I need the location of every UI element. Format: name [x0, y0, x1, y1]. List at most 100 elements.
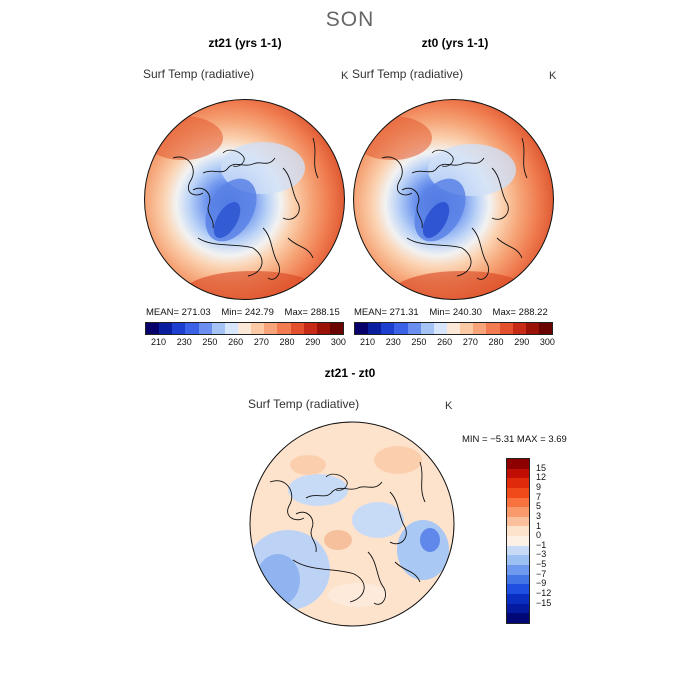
diff-colorbar-label: −5 — [536, 559, 547, 570]
diff-panel-variable-label: Surf Temp (radiative) — [248, 397, 360, 411]
diff-colorbar-swatch — [507, 603, 529, 614]
colorbar-tick-label: 290 — [514, 337, 530, 347]
colorbar-swatch — [512, 323, 526, 334]
panel-1-map-svg — [144, 99, 345, 300]
colorbar-swatch — [381, 323, 395, 334]
diff-colorbar-label: 9 — [536, 481, 542, 492]
panel-2-title: zt0 (yrs 1-1) — [421, 36, 489, 50]
panel-1-polar-map — [143, 98, 346, 301]
colorbar-tick-label: 250 — [411, 337, 427, 347]
diff-colorbar-swatch — [507, 545, 529, 556]
diff-colorbar-swatch — [507, 459, 529, 469]
colorbar-swatch — [446, 323, 461, 334]
colorbar-swatch — [525, 323, 539, 334]
colorbar-swatch — [237, 323, 252, 334]
diff-colorbar-label: 1 — [536, 520, 542, 531]
panel-2-variable-label: Surf Temp (radiative) — [352, 67, 464, 81]
diff-colorbar-swatch — [507, 593, 529, 604]
colorbar-swatch — [473, 323, 487, 334]
diff-colorbar-label: 0 — [536, 530, 542, 541]
colorbar-tick-label: 290 — [305, 337, 321, 347]
colorbar-swatch — [159, 323, 173, 334]
diff-colorbar-label: −1 — [536, 539, 547, 550]
panel-2-map-svg — [353, 99, 554, 300]
colorbar-tick-label: 230 — [176, 337, 192, 347]
panel-2-polar-map — [352, 98, 555, 301]
panel-2-min: Min= 240.30 — [429, 307, 482, 318]
diff-colorbar-label: −15 — [536, 597, 552, 608]
colorbar-swatch — [146, 323, 160, 334]
panel-1-colorbar: 210 230 250 260 270 280 290 300 — [145, 322, 346, 347]
diff-colorbar: 15 12 9 7 5 3 1 0 −1 −3 −5 −7 −9 −12 −15 — [506, 458, 586, 626]
diff-colorbar-swatch — [507, 613, 529, 623]
diff-colorbar-swatch — [507, 487, 529, 498]
colorbar-swatch — [368, 323, 382, 334]
diff-colorbar-labels: 15 12 9 7 5 3 1 0 −1 −3 −5 −7 −9 −12 −15 — [536, 458, 586, 622]
diff-panel-polar-map — [248, 420, 456, 628]
colorbar-tick-label: 260 — [228, 337, 244, 347]
panel-2-colorbar-bar — [354, 322, 553, 335]
colorbar-tick-label: 300 — [330, 337, 346, 347]
diff-panel-min-max: MIN = −5.31 MAX = 3.69 — [462, 434, 567, 445]
panel-2-unit-label: K — [549, 70, 557, 82]
panel-1-mean: MEAN= 271.03 — [146, 307, 211, 318]
colorbar-swatch — [290, 323, 304, 334]
diff-colorbar-swatch — [507, 468, 529, 479]
diff-colorbar-swatch — [507, 507, 529, 517]
panel-2-mean: MEAN= 271.31 — [354, 307, 419, 318]
colorbar-swatch — [172, 323, 186, 334]
colorbar-tick-label: 260 — [437, 337, 453, 347]
colorbar-swatch — [499, 323, 513, 334]
panel-2-colorbar: 210 230 250 260 270 280 290 300 — [354, 322, 555, 347]
colorbar-tick-label: 280 — [488, 337, 504, 347]
diff-colorbar-swatch — [507, 478, 529, 488]
diff-colorbar-label: 7 — [536, 491, 542, 502]
colorbar-tick-label: 250 — [202, 337, 218, 347]
colorbar-swatch — [329, 323, 344, 334]
diff-colorbar-label: −3 — [536, 549, 547, 560]
panel-1-max: Max= 288.15 — [284, 307, 340, 318]
colorbar-swatch — [316, 323, 330, 334]
diff-colorbar-bar — [506, 458, 530, 624]
season-title: SON — [325, 8, 375, 31]
colorbar-swatch — [211, 323, 225, 334]
diff-colorbar-swatch — [507, 526, 529, 537]
diff-colorbar-swatch — [507, 565, 529, 575]
panel-2-colorbar-ticks: 210 230 250 260 270 280 290 300 — [354, 337, 555, 347]
colorbar-swatch — [303, 323, 317, 334]
diff-colorbar-swatch — [507, 584, 529, 594]
colorbar-swatch — [538, 323, 553, 334]
panel-1-unit-label: K — [341, 70, 349, 82]
colorbar-tick-label: 230 — [385, 337, 401, 347]
diff-colorbar-label: −12 — [536, 588, 552, 599]
colorbar-swatch — [264, 323, 278, 334]
diff-colorbar-label: 3 — [536, 510, 542, 521]
colorbar-swatch — [224, 323, 238, 334]
colorbar-swatch — [251, 323, 265, 334]
panel-1-min: Min= 242.79 — [221, 307, 274, 318]
colorbar-swatch — [198, 323, 212, 334]
diff-panel-unit-label: K — [445, 400, 453, 412]
colorbar-swatch — [407, 323, 421, 334]
colorbar-tick-label: 210 — [360, 337, 376, 347]
diff-colorbar-swatch — [507, 555, 529, 566]
diff-colorbar-label: 5 — [536, 501, 542, 512]
diff-colorbar-label: −9 — [536, 578, 547, 589]
colorbar-swatch — [394, 323, 408, 334]
colorbar-tick-label: 300 — [539, 337, 555, 347]
colorbar-swatch — [355, 323, 369, 334]
colorbar-tick-label: 270 — [253, 337, 269, 347]
diff-colorbar-label: 12 — [536, 472, 547, 483]
colorbar-swatch — [486, 323, 500, 334]
diff-colorbar-label: −7 — [536, 568, 547, 579]
colorbar-tick-label: 210 — [151, 337, 167, 347]
colorbar-swatch — [277, 323, 291, 334]
panel-1-variable-label: Surf Temp (radiative) — [143, 67, 255, 81]
panel-2-stats: MEAN= 271.31 Min= 240.30 Max= 288.22 — [354, 307, 556, 318]
panel-1-title: zt21 (yrs 1-1) — [208, 36, 282, 50]
colorbar-swatch — [460, 323, 474, 334]
diff-panel-title: zt21 - zt0 — [324, 366, 376, 380]
diff-colorbar-swatch — [507, 497, 529, 508]
colorbar-swatch — [433, 323, 447, 334]
diff-panel-map-svg — [249, 421, 455, 627]
